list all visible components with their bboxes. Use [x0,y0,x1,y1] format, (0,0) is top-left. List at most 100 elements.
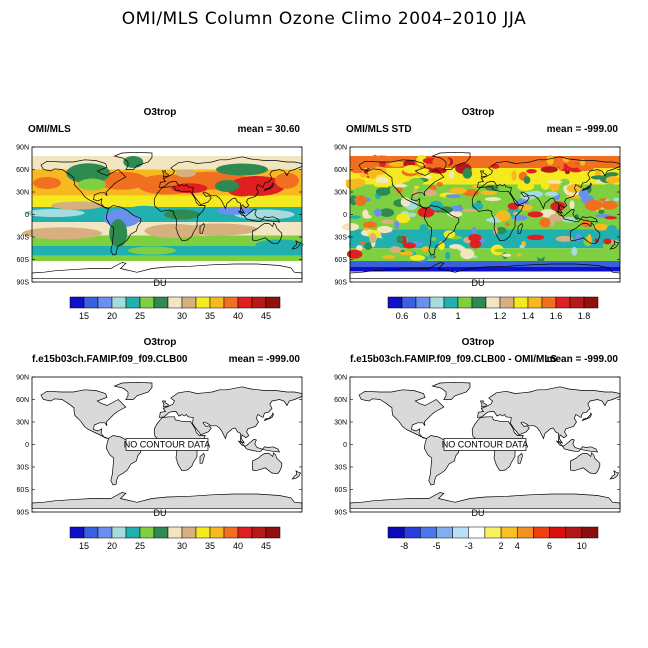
ozone-contour [424,174,433,179]
colorbar-label: 1.4 [522,311,535,321]
blank-region [32,147,302,156]
ozone-contour [373,208,382,217]
ozone-contour [449,244,463,249]
continent-indonesia [238,208,281,223]
colorbar-title: DU [154,278,167,288]
ozone-contour [558,159,564,171]
continent-europe-asia [477,386,621,444]
ozone-band [350,261,620,267]
continent-australia [570,222,601,245]
panel-title: O3trop [461,107,495,118]
lat-label: 60S [17,487,30,494]
ozone-contour [601,200,618,210]
continent-greenland [431,381,471,400]
ozone-contour [363,221,377,229]
ozone-contour [216,206,253,215]
colorbar-label: 15 [79,541,89,551]
continent-antarctica [349,492,621,509]
colorbar-swatch [485,296,501,309]
continent-madagascar [517,452,523,464]
map-plot: 90N 60N 30N 0 30S 60S 90S NO CONTOUR DATA [16,375,303,517]
lat-label: 30S [17,465,30,472]
colorbar-labels: 15 20 25 30 35 40 45 [79,311,271,321]
colorbar-label: 1.6 [550,311,563,321]
colorbar-swatch [237,526,253,539]
ozone-contour [603,183,617,194]
ozone-contour [363,214,372,219]
ozone-contour [471,202,484,211]
ozone-contour [613,197,620,202]
continent-japan [581,412,592,422]
ozone-contour [491,163,500,169]
colorbar-label: -3 [465,541,473,551]
ozone-contour [419,224,429,233]
colorbar-swatch [420,526,437,539]
lat-label: 90S [335,510,348,517]
ozone-contour [480,190,498,196]
colorbar-swatch [251,526,267,539]
colorbar-swatch [153,296,169,309]
colorbar-swatch [167,526,183,539]
ozone-contour [523,176,531,184]
ozone-contour [275,172,299,189]
ozone-contour [382,255,396,259]
ozone-contour [495,227,507,235]
ozone-contour [360,241,366,245]
lat-label: 90N [16,145,29,152]
panel-left-label: f.e15b03ch.FAMIP.f09_f09.CLB00 [32,354,188,365]
colorbar-swatch [111,526,127,539]
coastlines [31,151,303,279]
ozone-contour [51,201,103,210]
ozone-contour [449,187,467,194]
ozone-contour [430,237,437,241]
ozone-contour [349,242,355,247]
ozone-contour [215,180,239,192]
continent-north-america [358,159,445,209]
ozone-contour [356,245,363,251]
latitude-axis: 90N 60N 30N 0 30S 60S 90S [334,145,620,287]
lat-label: 60S [335,257,348,264]
ozone-contour [408,177,424,187]
ozone-contour [409,254,426,261]
ozone-contour [352,178,366,187]
colorbar-swatch [265,296,281,309]
colorbar-swatch [83,296,99,309]
ozone-band [32,195,302,207]
panel-omi-mls: O3trop OMI/MLS mean = 30.60 90N 60N 30N 0 30… [10,107,310,337]
lat-label: 60N [334,397,347,404]
ozone-contour [376,225,393,234]
colorbar-swatch [181,526,197,539]
lat-label: 30S [335,465,348,472]
panel-model-minus-obs: O3trop f.e15b03ch.FAMIP.f09_f09.CLB00 - … [328,337,628,567]
colorbar-swatch [251,296,267,309]
continent-greenland [113,151,153,170]
coastlines [349,381,621,509]
colorbar-label: -5 [432,541,440,551]
ozone-contour [126,205,163,216]
map-plot: 90N 60N 30N 0 30S 60S 90S [16,145,304,287]
ozone-contour [484,197,501,202]
continent-madagascar [199,222,205,234]
ozone-contour [381,233,397,240]
ozone-contour [364,227,369,231]
ozone-band [32,235,302,246]
map-plot: 90N 60N 30N 0 30S 60S 90S NO CONTOUR DATA [334,375,621,517]
ozone-contour [605,172,619,177]
colorbar-labels: 0.6 0.8 1 1.2 1.4 1.6 1.8 [396,311,591,321]
continent-australia [252,222,283,245]
ozone-contour [604,216,617,220]
colorbar-swatch [457,296,473,309]
colorbar-label: 40 [233,541,243,551]
continent-madagascar [199,452,205,464]
colorbar-label: 20 [107,541,117,551]
colorbar-swatch [237,296,253,309]
continent-south-america [105,205,142,256]
colorbar-label: 45 [261,311,271,321]
ozone-contour [429,200,443,211]
ozone-contour [579,159,586,166]
colorbar-swatch [139,526,155,539]
lat-label: 0 [25,442,29,449]
colorbar-label: 25 [135,311,145,321]
ozone-contour [592,223,609,231]
map-plot: 90N 60N 30N 0 30S 60S 90S [334,145,621,287]
